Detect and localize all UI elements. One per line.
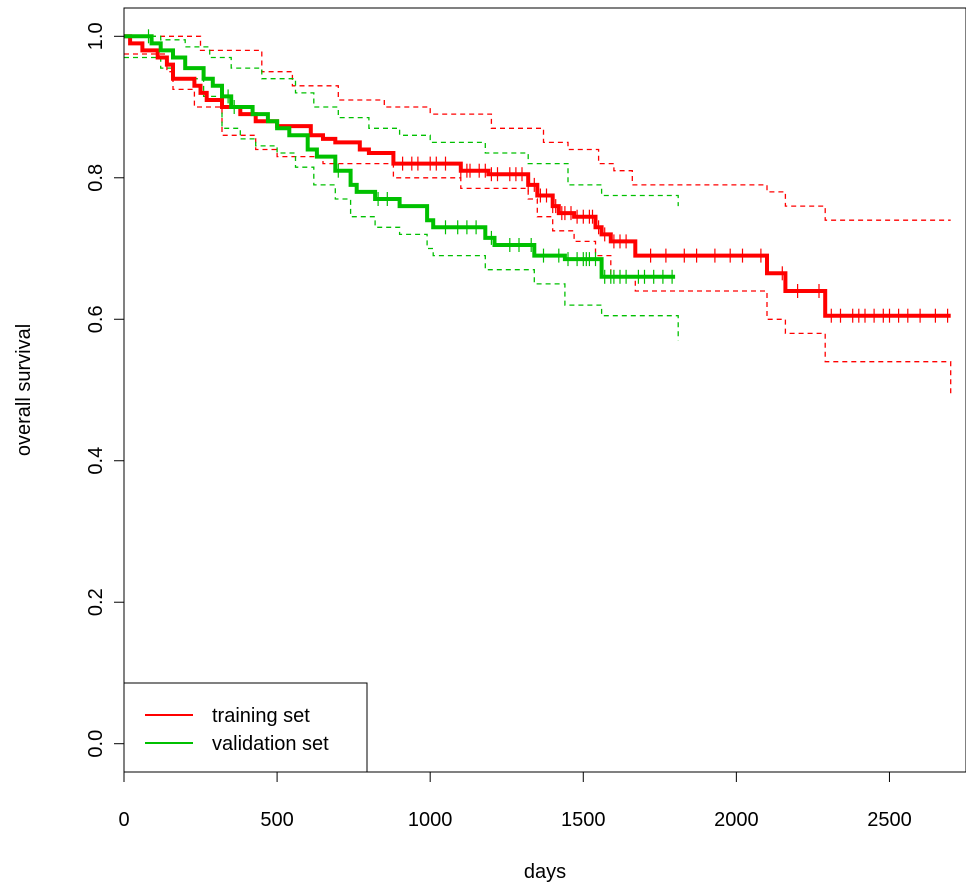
x-tick-label: 1000	[408, 809, 453, 831]
legend-label-training: training set	[212, 705, 310, 727]
x-tick-label: 2500	[867, 809, 912, 831]
survival-curves	[124, 34, 951, 318]
y-axis: 0.0 0.2 0.4 0.6 0.8 1.0	[85, 22, 124, 758]
y-axis-label: overall survival	[13, 324, 35, 456]
y-tick-label: 0.4	[85, 447, 107, 475]
validation-ci-lower	[124, 56, 679, 341]
legend-box	[123, 682, 368, 773]
validation-ci-upper	[124, 35, 679, 207]
x-tick-label: 500	[260, 809, 293, 831]
y-tick-label: 0.2	[85, 588, 107, 616]
x-axis-label: days	[524, 861, 566, 883]
y-tick-label: 0.6	[85, 305, 107, 333]
training-survival-curve	[124, 34, 951, 318]
legend-label-validation: validation set	[212, 733, 329, 755]
plot-frame	[123, 7, 966, 773]
y-tick-label: 1.0	[85, 22, 107, 50]
x-tick-label: 2000	[714, 809, 759, 831]
y-tick-label: 0.0	[85, 730, 107, 758]
confidence-interval-lines	[124, 35, 952, 394]
y-tick-label: 0.8	[85, 164, 107, 192]
censor-marks	[147, 29, 949, 323]
legend: training set validation set	[123, 682, 368, 773]
x-tick-label: 0	[118, 809, 129, 831]
validation-survival-curve	[124, 34, 676, 279]
x-axis: 0 500 1000 1500 2000 2500	[118, 772, 912, 831]
training-ci-lower	[124, 53, 952, 394]
x-tick-label: 1500	[561, 809, 606, 831]
